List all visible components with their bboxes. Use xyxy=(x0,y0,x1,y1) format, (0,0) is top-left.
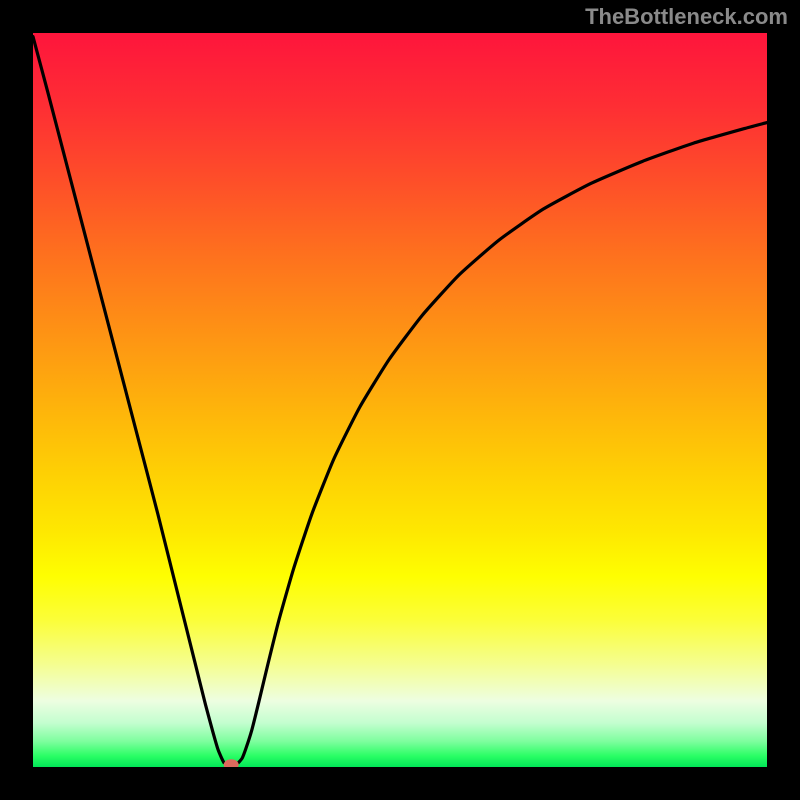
optimum-marker xyxy=(224,759,239,770)
bottleneck-chart xyxy=(0,0,800,800)
plot-background xyxy=(33,33,767,767)
chart-container: TheBottleneck.com xyxy=(0,0,800,800)
watermark-text: TheBottleneck.com xyxy=(585,4,788,30)
